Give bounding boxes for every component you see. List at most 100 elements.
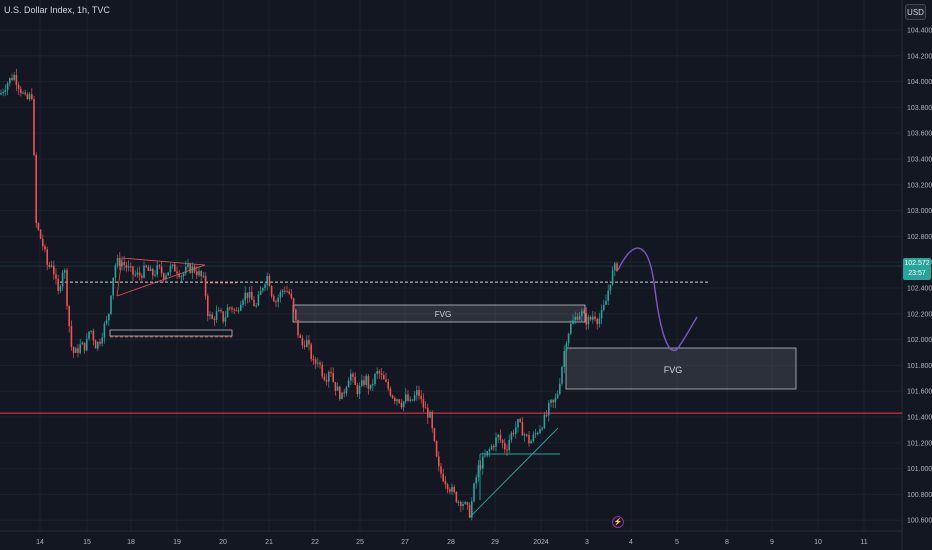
- currency-button[interactable]: USD: [905, 4, 926, 20]
- candle-body: [297, 319, 299, 336]
- candle-body: [528, 434, 530, 444]
- candle-body: [385, 379, 387, 382]
- candle-body: [193, 266, 196, 272]
- candle-body: [374, 374, 376, 385]
- candle-body: [317, 362, 319, 364]
- candle-body: [589, 316, 592, 320]
- candle-body: [594, 316, 596, 320]
- candle-body: [119, 258, 121, 267]
- candle-body: [534, 433, 537, 435]
- candle-body: [123, 262, 125, 265]
- candle-body: [6, 83, 9, 91]
- candle-body: [361, 380, 363, 386]
- candle-body: [460, 501, 462, 506]
- candle-body: [451, 487, 453, 492]
- candle-body: [405, 394, 407, 402]
- candle-body: [592, 316, 594, 320]
- candle-body: [369, 384, 372, 389]
- candle-body: [380, 373, 383, 376]
- candle-body: [68, 305, 70, 327]
- candle-body: [57, 278, 59, 291]
- y-tick-label: 101.600: [907, 389, 932, 396]
- candle-body: [101, 337, 103, 344]
- candle-body: [187, 264, 189, 268]
- fvg-label-2: FVG: [664, 365, 683, 375]
- candle-body: [526, 434, 528, 436]
- x-tick-label: 27: [401, 539, 409, 546]
- candle-body: [299, 335, 301, 338]
- candle-body: [97, 341, 99, 349]
- candle-body: [570, 323, 572, 334]
- candle-body: [222, 311, 224, 322]
- candle-body: [88, 331, 90, 339]
- x-tick-label: 19: [173, 539, 181, 546]
- candle-body: [609, 284, 612, 291]
- candle-body: [464, 502, 466, 504]
- candle-body: [559, 383, 561, 395]
- y-tick-label: 101.800: [907, 363, 932, 370]
- candle-body: [262, 288, 264, 291]
- candle-body: [319, 362, 321, 365]
- candle-body: [581, 311, 583, 317]
- candle-body: [215, 311, 218, 321]
- candle-body: [288, 291, 290, 294]
- candle-body: [475, 477, 477, 484]
- candle-body: [72, 347, 75, 353]
- candle-body: [548, 402, 550, 416]
- candle-body: [407, 394, 409, 401]
- candle-body: [396, 399, 398, 402]
- candle-body: [191, 266, 194, 273]
- candle-body: [59, 286, 62, 291]
- candle-body: [189, 264, 191, 273]
- candle-body: [114, 265, 117, 278]
- candle-body: [453, 487, 455, 493]
- x-tick-label: 14: [36, 539, 44, 546]
- candle-body: [578, 316, 581, 320]
- y-tick-label: 101.000: [907, 466, 932, 473]
- candle-body: [81, 342, 84, 345]
- fvg-box-1: [292, 304, 586, 323]
- x-tick-label: 29: [491, 539, 499, 546]
- candle-body: [418, 390, 420, 396]
- candle-body: [224, 317, 227, 322]
- candle-body: [145, 265, 147, 268]
- candle-body: [409, 399, 411, 401]
- candle-body: [147, 267, 150, 271]
- candle-body: [233, 309, 235, 311]
- candle-body: [424, 407, 427, 409]
- candle-body: [435, 441, 438, 457]
- candle-body: [598, 318, 601, 324]
- candle-body: [574, 316, 576, 321]
- candle-body: [438, 456, 440, 467]
- y-tick-label: 104.000: [907, 79, 932, 86]
- candle-body: [431, 412, 433, 429]
- candle-body: [244, 292, 246, 301]
- x-tick-label: 15: [83, 539, 91, 546]
- candle-body: [603, 304, 605, 310]
- projection-path: [617, 247, 698, 352]
- candle-body: [354, 376, 356, 385]
- candle-body: [429, 412, 431, 418]
- candle-body: [112, 277, 114, 296]
- candle-body: [143, 265, 145, 278]
- candle-body: [167, 272, 169, 276]
- candle-body: [86, 338, 88, 351]
- candle-body: [416, 390, 418, 396]
- tradingview-logo-icon[interactable]: ⚡: [612, 516, 624, 528]
- x-tick-label: 9: [770, 539, 774, 546]
- candle-body: [180, 276, 183, 278]
- candle-body: [334, 381, 337, 391]
- candle-body: [486, 451, 488, 456]
- candle-body: [132, 266, 134, 275]
- candle-body: [248, 291, 251, 298]
- y-tick-label: 103.600: [907, 131, 932, 138]
- candle-body: [499, 434, 502, 441]
- candle-body: [259, 290, 262, 295]
- y-tick-label: 102.200: [907, 311, 932, 318]
- candle-body: [550, 399, 552, 403]
- candle-body: [343, 392, 345, 394]
- candle-body: [433, 428, 436, 442]
- candle-body: [493, 445, 495, 447]
- candle-body: [537, 432, 539, 434]
